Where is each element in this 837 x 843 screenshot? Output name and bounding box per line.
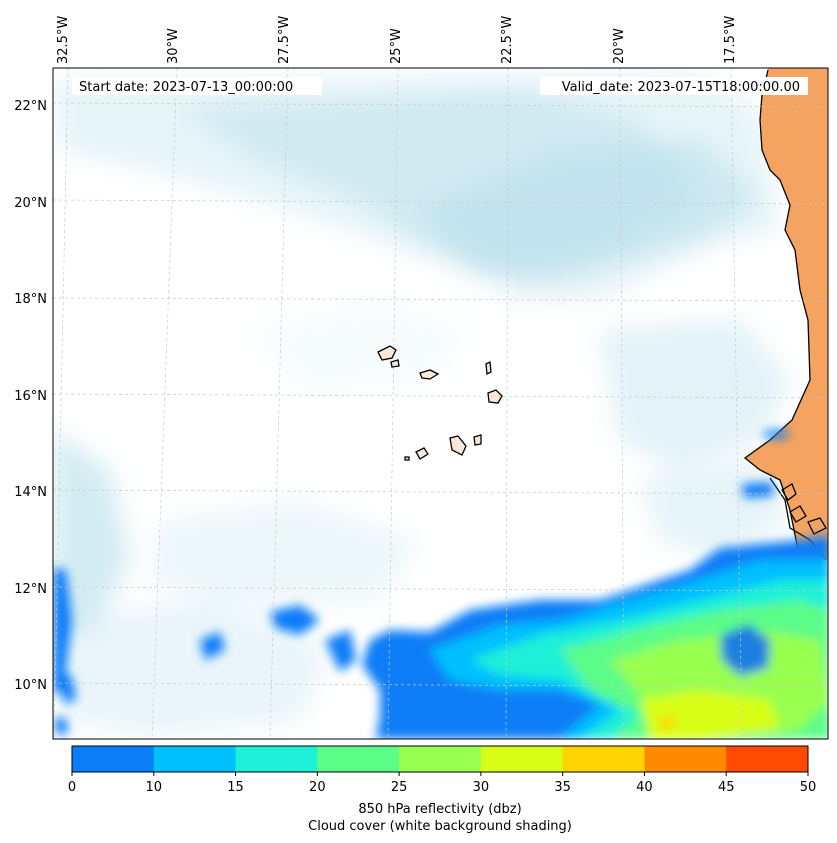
colorbar-segment: [317, 746, 400, 772]
colorbar-tick-label: 15: [227, 780, 244, 795]
colorbar-segment: [644, 746, 727, 772]
start-date-box: [72, 77, 322, 95]
valid-date-text: Valid_date: 2023-07-15T18:00:00.00: [562, 80, 800, 95]
colorbar-tick-label: 35: [554, 780, 571, 795]
colorbar-tick-label: 45: [718, 780, 735, 795]
africa-coastline: [743, 69, 811, 561]
lon-label: 27.5°W: [277, 16, 292, 64]
valid-date-box: [540, 77, 808, 95]
lat-label: 18°N: [14, 292, 47, 307]
lon-label: 30°W: [166, 28, 181, 64]
longitude-labels: 32.5°W 30°W 27.5°W 25°W 22.5°W 20°W 17.5…: [56, 16, 738, 64]
colorbar-label-2: Cloud cover (white background shading): [308, 819, 572, 834]
lon-label: 25°W: [389, 28, 404, 64]
africa-land: [745, 68, 828, 560]
reflectivity-layer: [53, 430, 828, 739]
lat-label: 16°N: [14, 389, 47, 404]
colorbar-segment: [153, 746, 237, 772]
colorbar-segment: [726, 746, 809, 772]
lat-label: 10°N: [14, 678, 47, 693]
colorbar-tick-label: 0: [68, 780, 76, 795]
colorbar-segment: [235, 746, 318, 772]
start-date-text: Start date: 2023-07-13_00:00:00: [79, 80, 293, 95]
lon-label: 22.5°W: [500, 16, 515, 64]
colorbar: 0 10 15 20 25 30 35 40 45 50 850 hPa reflectivity…: [68, 745, 817, 834]
colorbar-segment: [399, 746, 482, 772]
colorbar-segment: [562, 746, 645, 772]
cape-verde-islands: [377, 345, 503, 461]
colorbar-frame: [71, 745, 809, 773]
graticule: [53, 68, 828, 739]
lat-label: 20°N: [14, 196, 47, 211]
colorbar-tick-label: 10: [146, 780, 163, 795]
colorbar-segment: [480, 746, 564, 772]
latitude-labels: 22°N 20°N 18°N 16°N 14°N 12°N 10°N: [14, 99, 47, 693]
lon-label: 20°W: [612, 28, 627, 64]
colorbar-segment: [72, 746, 155, 772]
lon-label: 17.5°W: [723, 16, 738, 64]
lat-label: 14°N: [14, 485, 47, 500]
colorbar-tick-label: 40: [636, 780, 653, 795]
colorbar-tick-label: 30: [473, 780, 490, 795]
cloud-cover-layer: [53, 75, 790, 735]
lat-label: 12°N: [14, 582, 47, 597]
lon-label: 32.5°W: [56, 16, 71, 64]
colorbar-tick-label: 25: [391, 780, 408, 795]
lat-label: 22°N: [14, 99, 47, 114]
map-frame: [52, 67, 829, 740]
colorbar-tick-label: 20: [309, 780, 326, 795]
colorbar-tick-label: 50: [800, 780, 817, 795]
coast-islands: [781, 483, 827, 535]
colorbar-label-1: 850 hPa reflectivity (dbz): [358, 802, 521, 817]
